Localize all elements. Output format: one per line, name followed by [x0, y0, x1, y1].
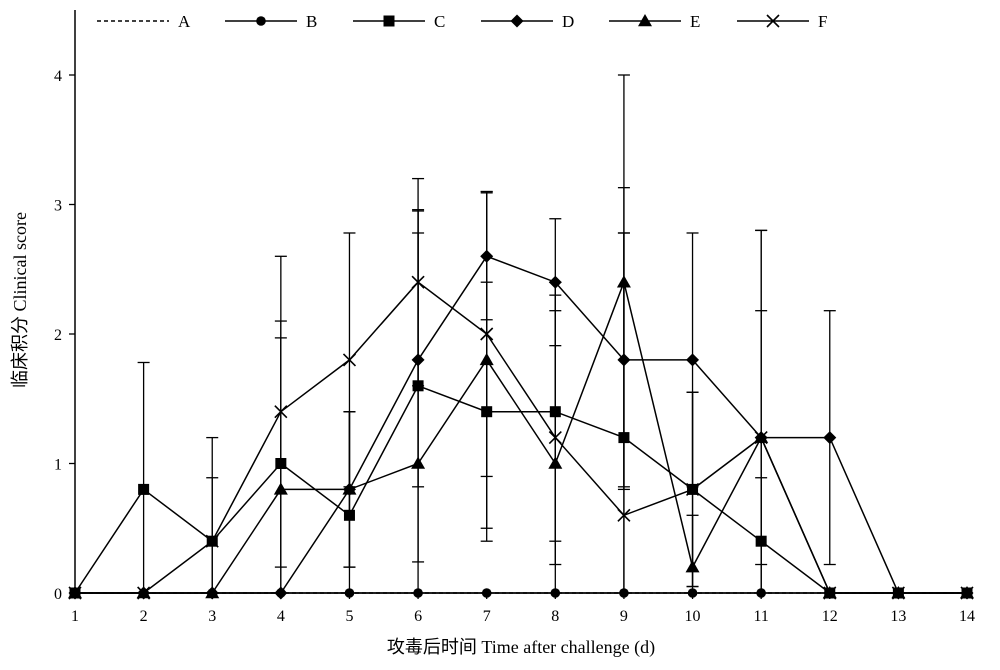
- legend-label-f: F: [818, 12, 827, 31]
- legend-item-e: E: [609, 12, 700, 31]
- legend-marker-b: [256, 16, 266, 26]
- error-bar-f: [206, 436, 219, 593]
- point-f: [960, 586, 974, 600]
- point-d: [274, 586, 288, 600]
- y-tick-label: 2: [54, 327, 62, 344]
- legend-item-c: C: [353, 12, 445, 31]
- point-f: [68, 586, 82, 600]
- point-c: [755, 535, 767, 547]
- point-f: [548, 431, 562, 445]
- point-e: [685, 560, 700, 573]
- point-f: [617, 508, 631, 522]
- legend-item-d: D: [481, 12, 574, 31]
- x-tick-label: 11: [753, 608, 768, 625]
- point-f: [205, 534, 219, 548]
- point-e: [479, 352, 494, 366]
- point-f: [411, 275, 425, 289]
- x-tick-label: 9: [620, 608, 628, 625]
- point-b: [550, 588, 561, 598]
- point-c: [618, 432, 630, 444]
- legend-label-c: C: [434, 12, 445, 31]
- point-f: [274, 405, 288, 419]
- point-f: [480, 327, 494, 341]
- point-e: [411, 456, 426, 469]
- x-tick-label: 5: [345, 608, 353, 625]
- x-tick-label: 3: [208, 608, 216, 625]
- y-axis-title: 临床积分 Clinical score: [10, 212, 30, 388]
- legend-label-b: B: [306, 12, 317, 31]
- legend: A B C D E F: [97, 12, 827, 31]
- y-tick-label: 4: [54, 68, 62, 85]
- point-e: [342, 482, 357, 495]
- legend-marker-c: [383, 15, 395, 27]
- point-b: [344, 588, 355, 598]
- point-c: [343, 509, 355, 521]
- x-tick-label: 13: [890, 608, 906, 625]
- point-f: [342, 353, 357, 367]
- legend-item-f: F: [737, 12, 827, 31]
- point-d: [548, 275, 562, 289]
- point-d: [411, 353, 425, 367]
- x-tick-label: 12: [822, 608, 838, 625]
- legend-label-e: E: [690, 12, 700, 31]
- point-c: [275, 458, 287, 469]
- error-bar-f: [617, 232, 630, 593]
- point-f: [754, 431, 768, 445]
- point-e: [616, 275, 631, 288]
- x-tick-label: 8: [551, 608, 559, 625]
- point-b: [619, 588, 629, 598]
- legend-marker-e: [638, 14, 652, 27]
- point-d: [480, 249, 494, 263]
- point-b: [756, 588, 766, 598]
- point-b: [687, 588, 698, 598]
- x-tick-label: 10: [685, 608, 701, 625]
- x-tick-label: 1: [71, 608, 79, 625]
- series-line-d: [75, 255, 967, 594]
- error-bar-f: [755, 229, 768, 593]
- point-d: [823, 431, 837, 445]
- point-e: [273, 482, 288, 495]
- x-axis-title: 攻毒后时间 Time after challenge (d): [387, 637, 655, 658]
- error-bar-c: [137, 361, 150, 593]
- point-b: [413, 588, 423, 598]
- series-markers: [68, 249, 974, 600]
- point-c: [412, 380, 424, 392]
- legend-marker-f: [766, 14, 780, 28]
- point-c: [138, 483, 150, 495]
- y-tick-label: 0: [54, 586, 62, 603]
- legend-label-a: A: [178, 12, 191, 31]
- legend-item-a: A: [97, 12, 191, 31]
- x-tick-label: 2: [140, 608, 148, 625]
- point-d: [617, 353, 631, 367]
- legend-item-b: B: [225, 12, 317, 31]
- point-f: [891, 586, 905, 600]
- y-tick-label: 1: [54, 457, 62, 474]
- y-tick-label: 3: [54, 198, 62, 215]
- series-line-f: [75, 281, 967, 594]
- point-c: [481, 406, 493, 418]
- x-tick-label: 4: [277, 608, 285, 625]
- error-bars: [137, 74, 836, 593]
- x-tick-label: 6: [414, 608, 422, 625]
- x-tick-label: 14: [959, 608, 975, 625]
- point-e: [205, 586, 220, 599]
- series-line-c: [74, 384, 967, 594]
- x-tick-label: 7: [483, 608, 491, 625]
- point-f: [823, 586, 837, 600]
- point-e: [548, 456, 563, 469]
- series-lines: [74, 255, 967, 594]
- point-f: [685, 482, 700, 496]
- point-d: [686, 353, 700, 367]
- point-b: [481, 588, 492, 598]
- point-f: [137, 586, 151, 600]
- point-c: [549, 406, 561, 418]
- legend-marker-d: [510, 14, 524, 28]
- legend-label-d: D: [562, 12, 574, 31]
